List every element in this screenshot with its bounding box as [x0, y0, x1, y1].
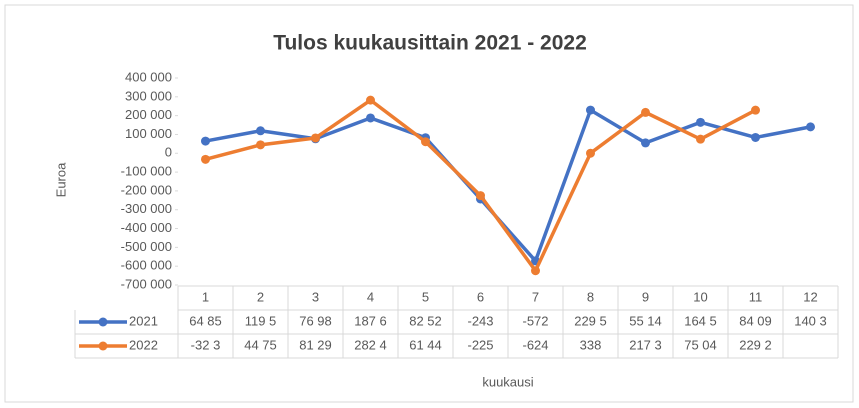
table-cell: 217 3	[629, 337, 662, 352]
point	[806, 122, 815, 132]
y-axis-label: Euroa	[53, 162, 68, 197]
x-tick-label: 8	[587, 289, 594, 304]
table-cell: -225	[467, 337, 493, 352]
table-cell: 61 44	[409, 337, 442, 352]
point	[751, 105, 760, 115]
y-tick-label: -300 000	[121, 201, 172, 216]
x-tick-label: 11	[749, 289, 763, 304]
table-cell: -243	[467, 313, 493, 328]
table-cell: 55 14	[629, 313, 662, 328]
chart-frame	[4, 4, 854, 403]
table-cell: 338	[580, 337, 602, 352]
table-cell: 140 3	[794, 313, 827, 328]
chart-title: Tulos kuukausittain 2021 - 2022	[273, 32, 587, 55]
point	[421, 137, 430, 147]
table-cell: 119 5	[245, 313, 277, 328]
y-tick-label: 400 000	[125, 69, 172, 84]
point	[641, 107, 650, 117]
y-tick-label: -600 000	[121, 258, 172, 273]
x-tick-label: 5	[422, 289, 429, 304]
x-tick-label: 3	[312, 289, 319, 304]
table-cell: 82 52	[409, 313, 442, 328]
table-cell: 282 4	[354, 337, 387, 352]
table-cell: 84 09	[739, 313, 772, 328]
y-tick-label: -200 000	[121, 182, 172, 197]
table-cell: 164 5	[684, 313, 717, 328]
point	[311, 133, 320, 143]
x-tick-label: 4	[367, 289, 374, 304]
table-cell: 64 85	[189, 313, 222, 328]
x-tick-label: 2	[257, 289, 264, 304]
table-cell: -572	[522, 313, 548, 328]
x-tick-label: 6	[477, 289, 484, 304]
y-tick-label: -100 000	[121, 164, 172, 179]
table-cell: 229 5	[574, 313, 607, 328]
point	[696, 117, 705, 127]
legend-marker	[98, 341, 108, 351]
y-tick-label: -700 000	[121, 276, 172, 291]
point	[256, 126, 265, 136]
point	[366, 113, 375, 123]
point	[696, 134, 705, 144]
point	[476, 191, 485, 201]
x-tick-label: 9	[642, 289, 649, 304]
point	[256, 140, 265, 150]
y-tick-label: 100 000	[125, 126, 172, 141]
legend-label: 2022	[129, 337, 158, 352]
point	[641, 138, 650, 148]
legend-label: 2021	[129, 313, 158, 328]
y-tick-label: 300 000	[125, 88, 172, 103]
table-cell: 75 04	[684, 337, 717, 352]
point	[586, 105, 595, 115]
y-tick-label: 200 000	[125, 107, 172, 122]
x-tick-label: 10	[693, 289, 707, 304]
point	[586, 148, 595, 158]
y-tick-label: -400 000	[121, 220, 172, 235]
y-tick-label: 0	[165, 145, 172, 160]
table-cell: -624	[522, 337, 548, 352]
point	[201, 136, 210, 146]
x-axis-label: kuukausi	[482, 374, 533, 389]
point	[201, 154, 210, 164]
table-cell: -32 3	[191, 337, 221, 352]
table-cell: 187 6	[354, 313, 387, 328]
point	[531, 266, 540, 276]
table-cell: 81 29	[299, 337, 332, 352]
y-tick-label: -500 000	[121, 239, 172, 254]
table-cell: 229 2	[739, 337, 772, 352]
table-cell: 44 75	[244, 337, 277, 352]
table-cell: 76 98	[299, 313, 332, 328]
legend-marker	[98, 317, 108, 327]
x-tick-label: 7	[532, 289, 539, 304]
x-tick-label: 1	[202, 289, 209, 304]
x-tick-label: 12	[803, 289, 817, 304]
point	[751, 132, 760, 142]
point	[366, 95, 375, 105]
